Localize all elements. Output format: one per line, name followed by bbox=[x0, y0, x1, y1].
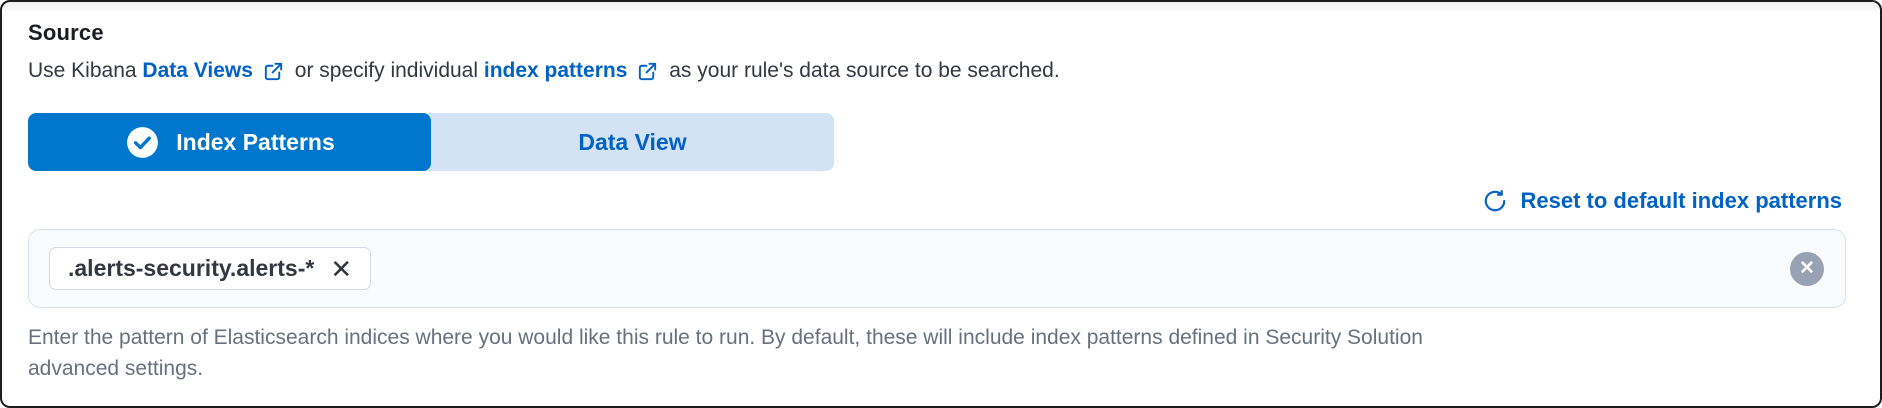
reset-row: Reset to default index patterns bbox=[28, 188, 1842, 214]
description-text-2: or specify individual bbox=[288, 59, 484, 82]
source-section: Source Use Kibana Data Views or specify … bbox=[2, 2, 1880, 384]
data-view-tab[interactable]: Data View bbox=[431, 113, 834, 171]
check-circle-icon bbox=[124, 124, 161, 161]
section-title: Source bbox=[28, 20, 104, 45]
index-pattern-tag-label: .alerts-security.alerts-* bbox=[68, 255, 315, 281]
index-patterns-tab-label: Index Patterns bbox=[176, 128, 335, 155]
reset-to-default-label: Reset to default index patterns bbox=[1520, 188, 1842, 213]
clear-all-button[interactable]: ✕ bbox=[1790, 251, 1824, 286]
data-view-tab-label: Data View bbox=[578, 128, 687, 155]
index-patterns-combobox[interactable]: .alerts-security.alerts-* ✕ ✕ bbox=[28, 229, 1846, 308]
field-help-text: Enter the pattern of Elasticsearch indic… bbox=[28, 326, 1423, 380]
remove-tag-icon[interactable]: ✕ bbox=[330, 253, 353, 284]
reset-to-default-button[interactable]: Reset to default index patterns bbox=[1482, 188, 1842, 214]
index-pattern-tag: .alerts-security.alerts-* ✕ bbox=[49, 247, 372, 290]
external-link-icon[interactable] bbox=[262, 60, 285, 83]
section-description: Use Kibana Data Views or specify individ… bbox=[28, 57, 1842, 85]
clear-all-x-icon: ✕ bbox=[1799, 258, 1815, 279]
source-type-button-group: Index Patterns Data View bbox=[28, 113, 834, 171]
index-patterns-link[interactable]: index patterns bbox=[483, 59, 628, 82]
external-link-icon[interactable] bbox=[636, 60, 659, 83]
description-text-3: as your rule's data source to be searche… bbox=[663, 59, 1060, 82]
index-patterns-tab[interactable]: Index Patterns bbox=[28, 113, 431, 171]
description-text-1: Use Kibana bbox=[28, 59, 143, 82]
refresh-icon bbox=[1482, 188, 1508, 214]
data-views-link[interactable]: Data Views bbox=[142, 59, 253, 82]
